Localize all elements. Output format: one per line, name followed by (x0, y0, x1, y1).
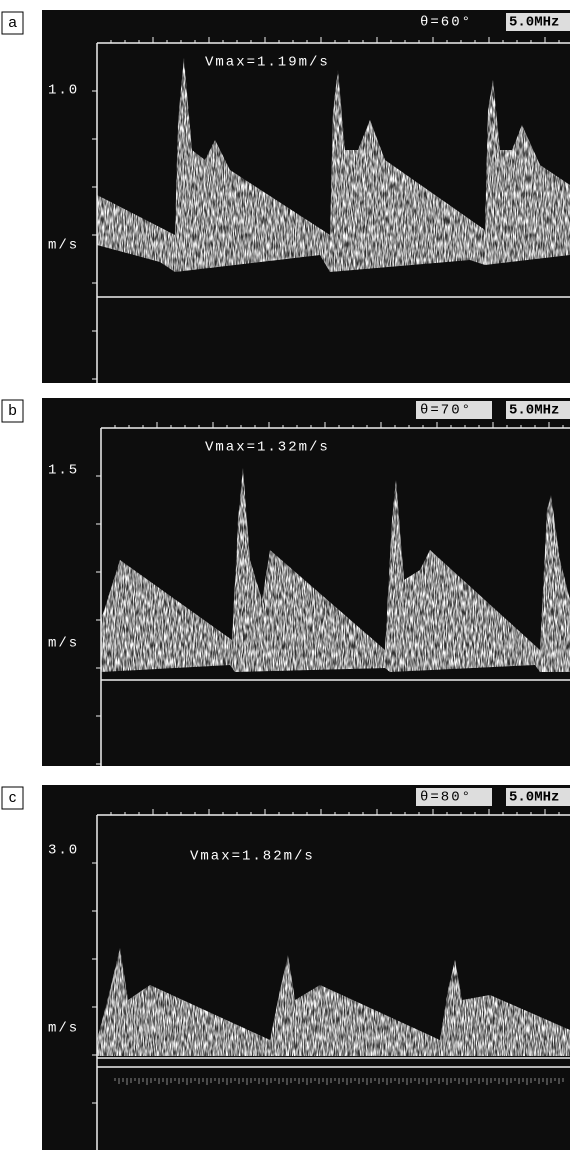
frequency: 5.0MHz (509, 790, 559, 806)
vmax: Vmax=1.19m/s (205, 55, 330, 71)
spectrum (101, 468, 570, 672)
panel: c θ=80° 5.0MHz 3.0 m/s Vmax=1.82m/s (1, 785, 570, 1150)
vmax: Vmax=1.82m/s (190, 849, 315, 865)
scale-label: 1.0 (48, 83, 79, 99)
frequency: 5.0MHz (509, 403, 559, 419)
panel-label-box (1, 786, 24, 810)
panel: a θ=60° 5.0MHz 1.0 m/s Vmax=1.19m/s (1, 10, 570, 383)
unit: m/s (48, 238, 79, 254)
angle: θ=70° (420, 403, 472, 419)
panel-label-box (1, 399, 24, 423)
scale-label: 1.5 (48, 463, 79, 479)
spectrum (97, 58, 570, 272)
screen (42, 10, 570, 383)
angle-box (416, 788, 492, 806)
panel-label: c (9, 789, 17, 806)
vmax: Vmax=1.32m/s (205, 440, 330, 456)
frequency: 5.0MHz (509, 15, 559, 31)
frequency-box (506, 401, 570, 419)
angle-box (416, 401, 492, 419)
panel-label: a (8, 14, 17, 31)
scale-label: 3.0 (48, 843, 79, 859)
unit: m/s (48, 1021, 79, 1037)
frequency-box (506, 788, 570, 806)
spectrum (97, 948, 570, 1056)
panel: b θ=70° 5.0MHz 1.5 m/s Vmax=1.32m/s (1, 398, 570, 766)
frequency-box (506, 13, 570, 31)
panel-label-box (1, 11, 24, 35)
screen (42, 785, 570, 1150)
unit: m/s (48, 636, 79, 652)
panel-label: b (8, 402, 16, 419)
angle: θ=80° (420, 790, 472, 806)
angle: θ=60° (420, 15, 472, 31)
